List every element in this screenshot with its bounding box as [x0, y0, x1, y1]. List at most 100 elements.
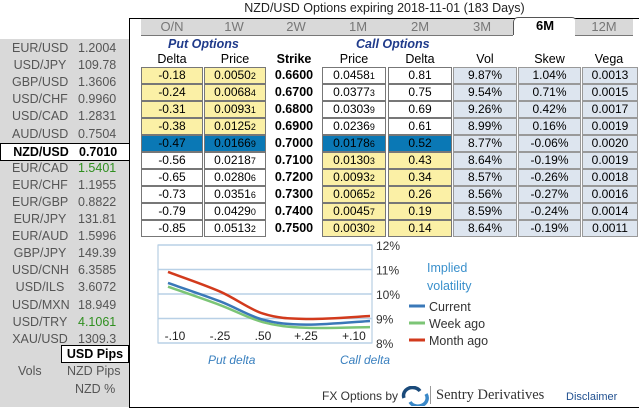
pair-name: USD/ILS: [15, 280, 65, 295]
price-fractional-pip: 9: [250, 139, 256, 149]
strike-value[interactable]: 0.6600: [274, 68, 314, 82]
header-put-delta: Delta: [157, 52, 187, 66]
pair-rate: 1.2831: [78, 109, 117, 124]
cell-call-price: 0.00932: [322, 169, 386, 186]
cell-call-delta: 0.52: [388, 135, 452, 152]
currency-pair-usd-try[interactable]: USD/TRY 4.1061: [0, 314, 129, 331]
currency-pair-eur-chf[interactable]: EUR/CHF 1.1955: [0, 177, 129, 194]
unit-nzd-pips[interactable]: NZD Pips: [67, 364, 121, 378]
cell-call-price: 0.01303: [322, 152, 386, 169]
pair-name: USD/TRY: [12, 314, 68, 329]
cell-put-price: 0.04290: [204, 203, 266, 220]
cell-call-delta: 0.26: [388, 186, 452, 203]
pair-rate: 1.5401: [78, 160, 117, 175]
series-line-current: [167, 281, 371, 326]
tab-2w[interactable]: 2W: [265, 19, 327, 36]
x-tick-label: +.10: [342, 329, 366, 343]
unit-nzd-percent[interactable]: NZD %: [75, 382, 116, 396]
cell-vega: 0.0019: [582, 152, 638, 169]
strike-value[interactable]: 0.6900: [274, 119, 314, 133]
currency-pair-eur-cad[interactable]: EUR/CAD 1.5401: [0, 160, 129, 177]
pair-rate: 1.2004: [78, 41, 117, 55]
strike-value[interactable]: 0.7500: [274, 221, 314, 235]
cell-skew: 0.71%: [518, 84, 581, 101]
currency-pair-usd-cad[interactable]: USD/CAD 1.2831: [0, 108, 129, 125]
pair-name: EUR/CHF: [12, 177, 68, 192]
cell-put-delta: -0.47: [141, 135, 203, 152]
strike-value[interactable]: 0.6800: [274, 102, 314, 116]
currency-pair-eur-aud[interactable]: EUR/AUD 1.5996: [0, 228, 129, 245]
pair-name: AUD/USD: [12, 126, 69, 141]
x-tick-label: .50: [255, 329, 272, 343]
price-fractional-pip: 9: [369, 122, 375, 132]
header-call-price: Price: [339, 52, 369, 66]
cell-vol: 9.26%: [453, 101, 517, 118]
currency-pair-usd-chf[interactable]: USD/CHF 0.9960: [0, 91, 129, 108]
x-tick-label: -.25: [210, 329, 231, 343]
strike-value[interactable]: 0.7300: [274, 187, 314, 201]
cell-put-price: 0.05132: [204, 220, 266, 237]
pair-name: EUR/AUD: [12, 229, 69, 244]
currency-pair-usd-ils[interactable]: USD/ILS 3.6072: [0, 279, 129, 296]
cell-vega: 0.0018: [582, 169, 638, 186]
price-fractional-pip: 7: [250, 156, 256, 166]
tab-1m[interactable]: 1M: [327, 19, 389, 36]
currency-pair-eur-usd[interactable]: EUR/USD 1.2004: [0, 40, 129, 57]
call-options-heading: Call Options: [356, 37, 430, 51]
unit-usd-pips[interactable]: USD Pips: [61, 345, 129, 363]
cell-skew: -0.06%: [518, 135, 581, 152]
price-fractional-pip: 0: [250, 207, 256, 217]
price-fractional-pip: 3: [369, 88, 375, 98]
cell-skew: -0.24%: [518, 203, 581, 220]
tab-on[interactable]: O/N: [141, 19, 203, 36]
cell-call-price: 0.00652: [322, 186, 386, 203]
y-tick-label: 10%: [376, 288, 400, 302]
cell-vol: 8.64%: [453, 152, 517, 169]
pair-name: GBP/USD: [12, 75, 69, 90]
y-tick-label: 8%: [376, 337, 394, 351]
price-fractional-pip: 1: [369, 71, 375, 81]
strike-value[interactable]: 0.7400: [274, 204, 314, 218]
pair-name: NZD/USD: [13, 144, 69, 159]
pair-rate: 0.8822: [78, 194, 117, 209]
currency-pair-usd-mxn[interactable]: USD/MXN 18.949: [0, 297, 129, 314]
currency-pair-eur-jpy[interactable]: EUR/JPY 131.81: [0, 211, 129, 228]
strike-value[interactable]: 0.6700: [274, 85, 314, 99]
page-title: NZD/USD Options expiring 2018-11-01 (183…: [244, 1, 525, 15]
pair-rate: 131.81: [78, 212, 117, 226]
price-value: 0.0280: [214, 170, 251, 184]
legend-label: Current: [429, 300, 471, 314]
currency-pair-gbp-jpy[interactable]: GBP/JPY 149.39: [0, 245, 129, 262]
tab-6m[interactable]: 6M: [513, 17, 577, 35]
cell-put-delta: -0.79: [141, 203, 203, 220]
currency-pair-nzd-usd[interactable]: NZD/USD 0.7010: [0, 142, 130, 161]
strike-value[interactable]: 0.7000: [274, 136, 314, 150]
currency-pair-xau-usd[interactable]: XAU/USD 1309.3: [0, 331, 129, 348]
strike-value[interactable]: 0.7100: [274, 153, 314, 167]
tab-2m[interactable]: 2M: [389, 19, 451, 36]
header-skew: Skew: [534, 52, 565, 66]
cell-skew: -0.19%: [518, 220, 581, 237]
cell-put-price: 0.03516: [204, 186, 266, 203]
disclaimer-link[interactable]: Disclaimer: [566, 391, 618, 403]
pair-name: USD/JPY: [13, 58, 67, 73]
currency-pair-aud-usd[interactable]: AUD/USD 0.7504: [0, 126, 129, 143]
strike-value[interactable]: 0.7200: [274, 170, 314, 184]
cell-skew: 1.04%: [518, 67, 581, 84]
currency-pair-usd-jpy[interactable]: USD/JPY 109.78: [0, 57, 129, 74]
tab-12m[interactable]: 12M: [575, 19, 633, 36]
currency-pair-gbp-usd[interactable]: GBP/USD 1.3606: [0, 74, 129, 91]
cell-vega: 0.0019: [582, 118, 638, 135]
cell-put-delta: -0.73: [141, 186, 203, 203]
price-fractional-pip: 2: [250, 224, 256, 234]
price-value: 0.0093: [214, 102, 251, 116]
pair-name: EUR/JPY: [13, 212, 67, 226]
pair-rate: 6.3585: [78, 263, 117, 278]
chart-title-line1: Implied: [427, 261, 467, 275]
currency-pair-usd-cnh[interactable]: USD/CNH 6.3585: [0, 262, 129, 279]
legend-label: Week ago: [429, 317, 485, 331]
tab-3m[interactable]: 3M: [451, 19, 513, 36]
tab-1w[interactable]: 1W: [203, 19, 265, 36]
currency-pair-eur-gbp[interactable]: EUR/GBP 0.8822: [0, 194, 129, 211]
pair-name: USD/MXN: [12, 297, 70, 312]
